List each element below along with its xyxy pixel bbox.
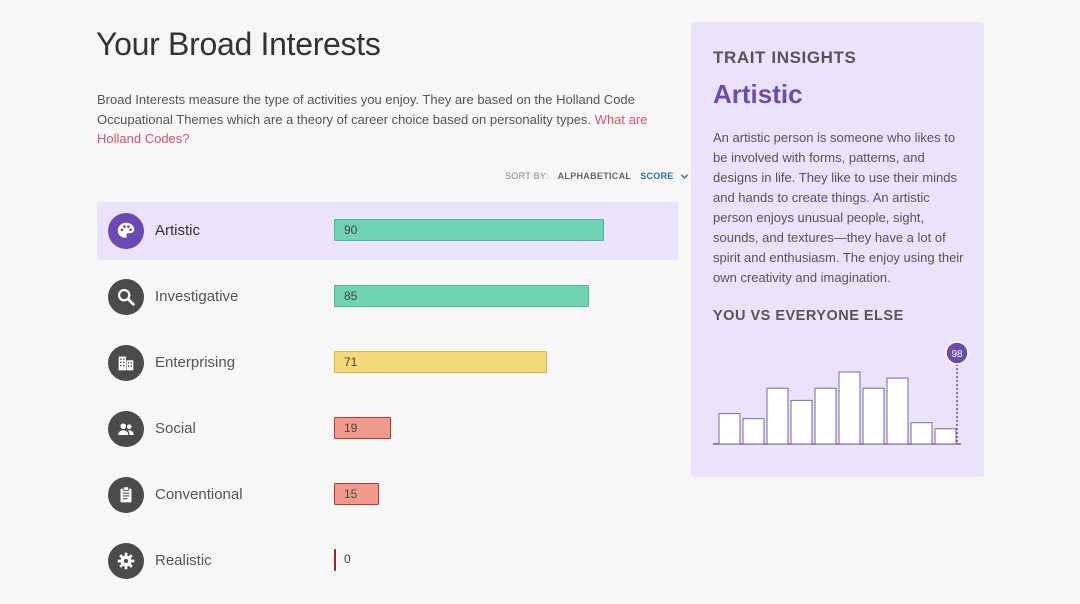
description-text: Broad Interests measure the type of acti… xyxy=(97,92,635,127)
people-icon xyxy=(108,411,144,447)
interest-row-enterprising[interactable]: Enterprising 71 xyxy=(97,334,678,392)
sort-label: SORT BY: xyxy=(505,171,549,181)
trait-insights-heading: TRAIT INSIGHTS xyxy=(713,48,857,67)
comparison-heading: YOU VS EVERYONE ELSE xyxy=(713,308,904,324)
interest-row-social[interactable]: Social 19 xyxy=(97,400,678,458)
score-bar: 0 xyxy=(334,549,351,571)
clipboard-icon xyxy=(108,477,144,513)
score-bar: 85 xyxy=(334,285,589,307)
palette-icon xyxy=(108,213,144,249)
chevron-down-icon[interactable] xyxy=(680,172,689,181)
score-value: 15 xyxy=(344,487,358,501)
score-bar: 19 xyxy=(334,417,391,439)
page-title: Your Broad Interests xyxy=(96,26,381,62)
histogram-bar-2 xyxy=(742,418,765,445)
score-value: 71 xyxy=(344,355,358,369)
interest-label: Realistic xyxy=(155,552,212,569)
interest-row-investigative[interactable]: Investigative 85 xyxy=(97,268,678,326)
histogram-bar-4 xyxy=(790,399,813,445)
sort-score[interactable]: SCORE xyxy=(640,171,674,181)
score-value: 90 xyxy=(344,223,358,237)
histogram-bar-5 xyxy=(814,387,837,445)
sort-alphabetical[interactable]: ALPHABETICAL xyxy=(557,171,632,181)
comparison-histogram: 98 xyxy=(713,341,969,445)
percentile-marker-badge xyxy=(945,341,969,365)
score-bar: 90 xyxy=(334,219,604,241)
sort-control: SORT BY: ALPHABETICAL SCORE xyxy=(505,171,689,181)
score-value: 0 xyxy=(344,552,351,566)
buildings-icon xyxy=(108,345,144,381)
gear-icon xyxy=(108,543,144,579)
histogram-bar-6 xyxy=(838,371,861,445)
histogram-bar-7 xyxy=(862,387,885,445)
holland-codes-link[interactable]: What are Holland Codes? xyxy=(97,111,648,147)
interest-label: Social xyxy=(155,420,196,437)
score-value: 85 xyxy=(344,289,358,303)
interest-row-artistic[interactable]: Artistic 90 xyxy=(97,202,678,260)
histogram-bar-3 xyxy=(766,387,789,445)
histogram-bar-10 xyxy=(934,428,957,445)
histogram-bar-8 xyxy=(886,377,909,445)
interest-label: Enterprising xyxy=(155,354,236,371)
interest-label: Conventional xyxy=(155,486,243,503)
page-description: Broad Interests measure the type of acti… xyxy=(97,90,667,149)
score-bar: 71 xyxy=(334,351,547,373)
score-bar: 15 xyxy=(334,483,379,505)
interest-label: Investigative xyxy=(155,288,239,305)
percentile-marker-value: 98 xyxy=(951,349,963,360)
interest-row-realistic[interactable]: Realistic 0 xyxy=(97,532,678,590)
magnifier-icon xyxy=(108,279,144,315)
trait-name: Artistic xyxy=(713,79,803,109)
interest-label: Artistic xyxy=(155,222,200,239)
histogram-bar-9 xyxy=(910,422,933,445)
histogram-bar-1 xyxy=(718,413,741,445)
score-value: 19 xyxy=(344,421,358,435)
trait-insights-panel: TRAIT INSIGHTS Artistic An artistic pers… xyxy=(691,22,984,477)
trait-description: An artistic person is someone who likes … xyxy=(713,130,964,285)
interest-row-conventional[interactable]: Conventional 15 xyxy=(97,466,678,524)
